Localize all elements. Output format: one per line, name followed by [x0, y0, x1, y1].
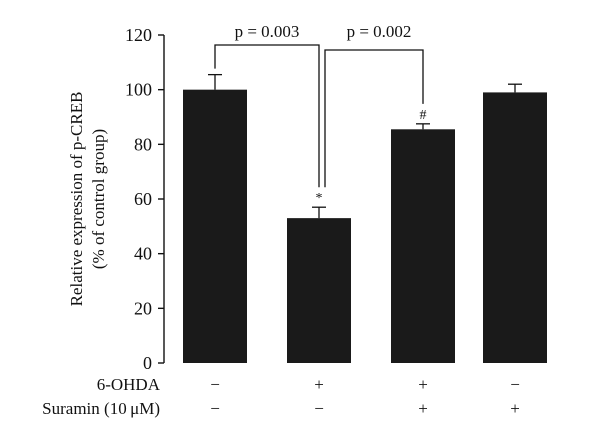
y-tick-label: 60	[134, 189, 152, 209]
condition-label: Suramin (10 μM)	[42, 399, 160, 418]
y-axis-label-line: Relative expression of p-CREB	[67, 92, 86, 307]
condition-value: +	[418, 399, 428, 418]
condition-value: +	[510, 399, 520, 418]
y-tick-label: 0	[143, 353, 152, 373]
y-tick-label: 100	[125, 80, 152, 100]
condition-value: −	[314, 399, 324, 418]
condition-value: +	[418, 375, 428, 394]
significance-brackets: p = 0.003 p = 0.002	[214, 22, 424, 188]
significance-mark: #	[420, 108, 427, 123]
comparison-label: p = 0.003	[235, 22, 300, 41]
error-bars	[208, 73, 522, 219]
condition-value: −	[210, 375, 220, 394]
bar	[483, 92, 547, 364]
bar	[391, 129, 455, 363]
y-tick-label: 20	[134, 298, 152, 318]
bar	[183, 89, 247, 364]
y-tick-label: 120	[125, 25, 152, 45]
bar	[287, 218, 351, 363]
condition-table: 6-OHDA − + + − Suramin (10 μM) − − + +	[42, 375, 520, 418]
condition-value: −	[510, 375, 520, 394]
bars	[183, 89, 547, 364]
condition-value: −	[210, 399, 220, 418]
condition-label: 6-OHDA	[97, 375, 161, 394]
y-tick-label: 40	[134, 244, 152, 264]
condition-value: +	[314, 375, 324, 394]
comparison-label: p = 0.002	[347, 22, 412, 41]
comparison-bracket	[214, 44, 320, 188]
y-axis: 0 20 40 60 80 100 120	[125, 25, 165, 373]
significance-mark: *	[316, 191, 323, 206]
bar-annotations: *#	[316, 108, 427, 206]
y-axis-label-line: (% of control group)	[89, 129, 108, 269]
y-tick-label: 80	[134, 134, 152, 154]
y-axis-label: Relative expression of p-CREB (% of contr…	[67, 92, 108, 307]
comparison-bracket	[324, 49, 424, 188]
